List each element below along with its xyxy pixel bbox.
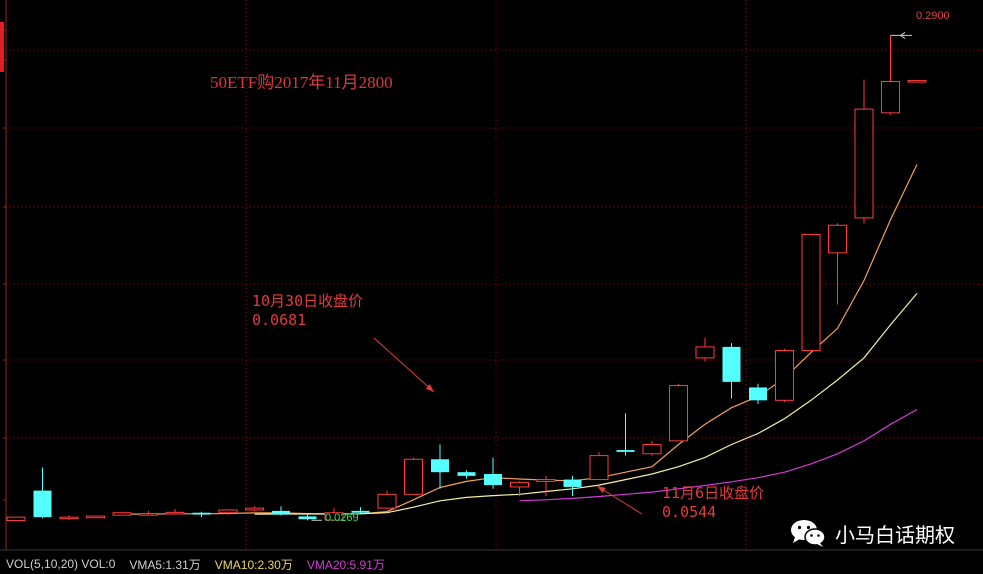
candle-body-9 [245, 507, 264, 511]
candle-body-13 [351, 510, 370, 513]
candle-body-2 [59, 516, 79, 520]
candle-body-25 [669, 385, 688, 442]
arrow-nov6-head [597, 486, 606, 494]
candles [6, 35, 927, 521]
candle-body-26 [695, 346, 715, 359]
volume-label: VOL(5,10,20) VOL:0 [6, 557, 116, 571]
candle-body-4 [112, 512, 132, 516]
chart-grid [0, 0, 983, 551]
candle-body-0 [6, 516, 26, 521]
arrow-oct30-shaft [373, 337, 435, 393]
panel-marker [0, 22, 4, 72]
candle-body-33 [881, 81, 900, 114]
candle-body-34 [907, 80, 927, 83]
ma10-line [254, 293, 918, 515]
candle-body-7 [192, 512, 211, 515]
candle-body-29 [775, 350, 794, 401]
volume-indicator-bar: VOL(5,10,20) VOL:0 VMA5:1.31万 VMA10:2.30… [0, 554, 406, 574]
candle-body-19 [510, 481, 529, 488]
vma5-value: VMA5:1.31万 [129, 557, 201, 572]
candle-body-16 [431, 459, 449, 473]
wechat-icon [791, 520, 826, 547]
candle-body-27 [722, 346, 741, 382]
candle-body-22 [589, 455, 609, 481]
ma20-line [519, 408, 918, 502]
vma20-value: VMA20:5.91万 [306, 557, 385, 572]
annotation-arrows [311, 32, 912, 521]
candle-body-11 [298, 516, 317, 520]
ma5-line [121, 164, 918, 515]
candle-body-10 [272, 510, 290, 515]
moving-average-lines [121, 164, 918, 515]
candle-body-23 [616, 450, 635, 452]
candle-body-31 [828, 224, 847, 254]
watermark: 小马白话期权 [789, 518, 955, 548]
candle-body-14 [377, 493, 397, 509]
candle-body-8 [218, 509, 238, 514]
candle-body-1 [33, 490, 52, 518]
candle-body-30 [801, 233, 821, 352]
candle-body-32 [854, 108, 874, 219]
candle-body-5 [139, 513, 158, 516]
candle-body-15 [404, 458, 423, 495]
arrow-oct30-head [425, 384, 434, 392]
candle-body-18 [484, 474, 502, 486]
arrow-nov6-shaft [596, 485, 643, 515]
candle-body-28 [749, 387, 767, 401]
vma10-value: VMA10:2.30万 [214, 557, 293, 572]
candle-body-24 [642, 444, 662, 455]
candle-body-6 [165, 511, 185, 515]
candle-body-3 [86, 515, 105, 519]
candle-body-21 [563, 479, 582, 487]
watermark-text: 小马白话期权 [835, 522, 955, 547]
candle-body-17 [457, 472, 476, 476]
high-pointer-head [899, 32, 906, 39]
candle-body-12 [324, 512, 344, 521]
candle-body-20 [536, 479, 556, 482]
